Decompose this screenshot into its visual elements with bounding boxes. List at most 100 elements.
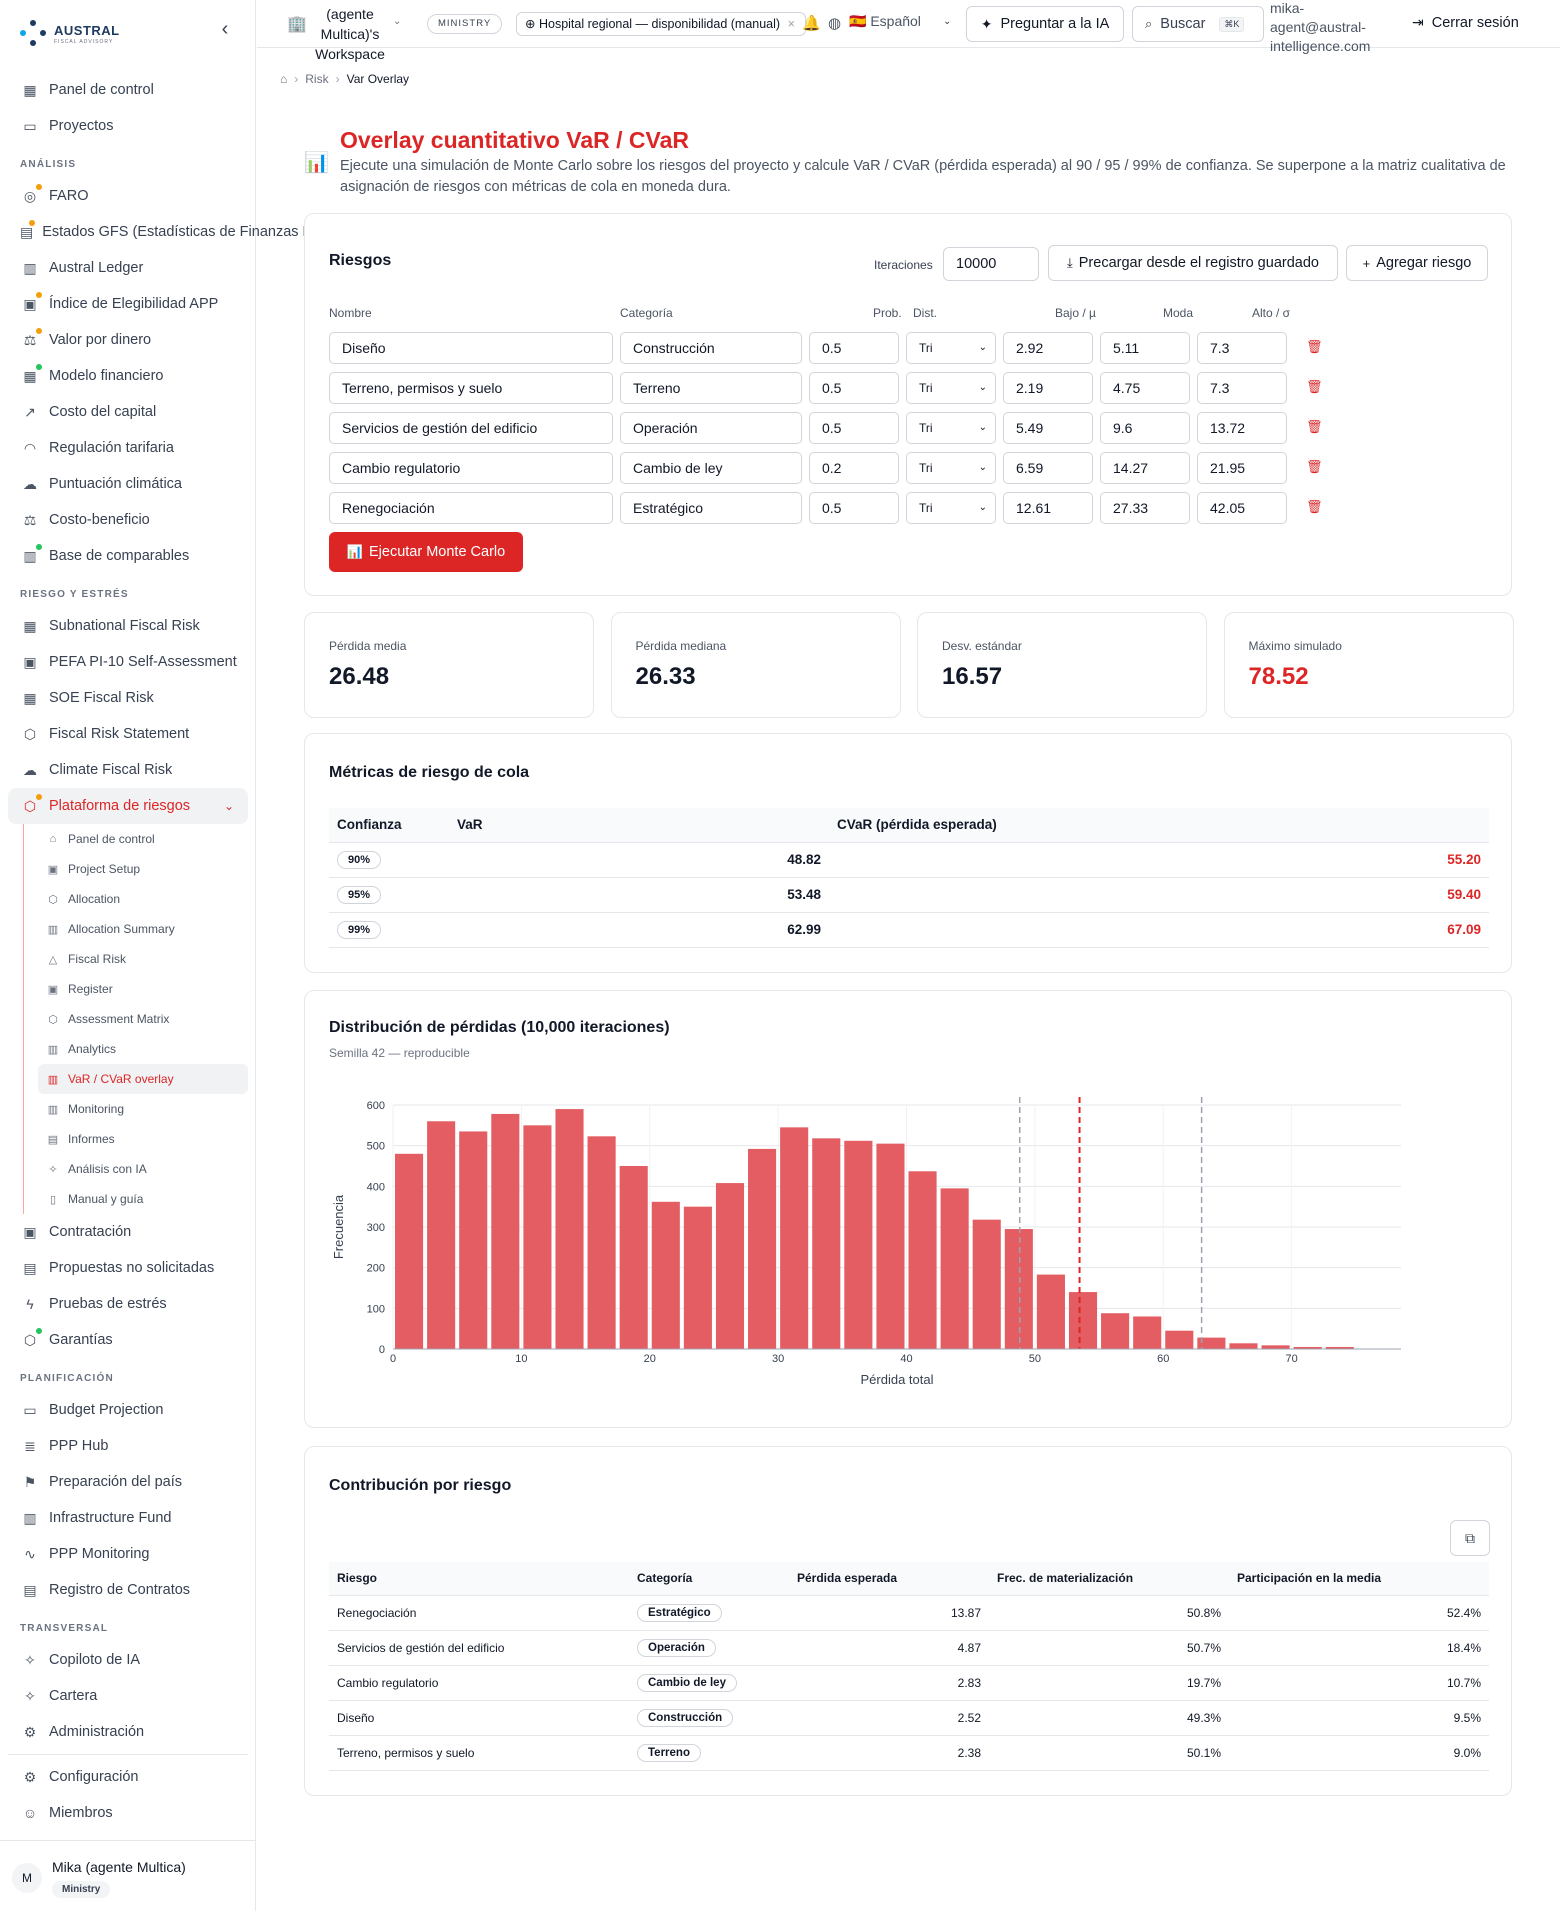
risk-high-input[interactable]: 42.05	[1197, 492, 1287, 524]
ask-ai-button[interactable]: ✦ Preguntar a la IA	[966, 6, 1124, 42]
risk-low-input[interactable]: 5.49	[1003, 412, 1093, 444]
sidebar-item-plataforma-de-riesgos[interactable]: ⬡ Plataforma de riesgos ⌄	[8, 788, 248, 824]
trash-icon[interactable]: 🗑	[1306, 339, 1323, 354]
distribution-select[interactable]: Tri ⌄	[906, 332, 996, 364]
risk-low-input[interactable]: 2.92	[1003, 332, 1093, 364]
sidebar-item-costo-beneficio[interactable]: ⚖ Costo-beneficio	[0, 502, 256, 538]
trash-icon[interactable]: 🗑	[1306, 419, 1323, 434]
sidebar-item-estados-gfs-estadisticas-de-finanzas-publicas[interactable]: ▤ Estados GFS (Estadísticas de Finanzas P…	[0, 214, 362, 250]
sidebar-item-soe-fiscal-risk[interactable]: ▦ SOE Fiscal Risk	[0, 680, 256, 716]
project-selector[interactable]: ⊕ Hospital regional — disponibilidad (ma…	[516, 12, 806, 36]
risk-high-input[interactable]: 7.3	[1197, 372, 1287, 404]
risk-mode-input[interactable]: 27.33	[1100, 492, 1190, 524]
breadcrumb-risk[interactable]: Risk	[305, 72, 329, 86]
risk-mode-input[interactable]: 5.11	[1100, 332, 1190, 364]
subnav-item-panel-de-control[interactable]: ⌂ Panel de control	[38, 824, 256, 854]
subnav-item-manual-y-guia[interactable]: ▯ Manual y guía	[38, 1184, 256, 1214]
sidebar-item-proyectos[interactable]: ▭ Proyectos	[0, 108, 256, 144]
chevron-down-icon[interactable]: ⌄	[978, 462, 987, 473]
risk-category-input[interactable]: Construcción	[620, 332, 802, 364]
sidebar-item-modelo-financiero[interactable]: ▦ Modelo financiero	[0, 358, 256, 394]
subnav-item-register[interactable]: ▣ Register	[38, 974, 256, 1004]
risk-high-input[interactable]: 7.3	[1197, 332, 1287, 364]
sidebar-item-faro[interactable]: ◎ FARO	[0, 178, 256, 214]
distribution-select[interactable]: Tri ⌄	[906, 452, 996, 484]
risk-name-input[interactable]: Terreno, permisos y suelo	[329, 372, 613, 404]
search-button[interactable]: ⌕ Buscar ⌘K	[1132, 6, 1264, 42]
sidebar-item-garantias[interactable]: ⬡ Garantías	[0, 1322, 256, 1358]
sidebar-item-subnational-fiscal-risk[interactable]: ▦ Subnational Fiscal Risk	[0, 608, 256, 644]
distribution-select[interactable]: Tri ⌄	[906, 372, 996, 404]
austral-logo[interactable]: AUSTRAL FISCAL ADVISORY	[20, 18, 120, 48]
run-monte-carlo-button[interactable]: 📊 Ejecutar Monte Carlo	[329, 532, 523, 572]
chevron-down-icon[interactable]: ⌄	[978, 422, 987, 433]
chevron-down-icon[interactable]: ⌄	[978, 342, 987, 353]
bell-icon[interactable]: 🔔	[802, 15, 821, 32]
logout-button[interactable]: ⇥ Cerrar sesión	[1412, 14, 1519, 31]
sidebar-item-regulacion-tarifaria[interactable]: ◠ Regulación tarifaria	[0, 430, 256, 466]
sidebar-item-administracion[interactable]: ⚙ Administración	[0, 1714, 256, 1750]
risk-category-input[interactable]: Terreno	[620, 372, 802, 404]
subnav-item-analytics[interactable]: ▥ Analytics	[38, 1034, 256, 1064]
subnav-item-monitoring[interactable]: ▥ Monitoring	[38, 1094, 256, 1124]
sidebar-item-registro-de-contratos[interactable]: ▤ Registro de Contratos	[0, 1572, 256, 1608]
chevron-down-icon[interactable]: ⌄	[393, 16, 402, 27]
subnav-item-analisis-con-ia[interactable]: ✧ Análisis con IA	[38, 1154, 256, 1184]
copy-icon[interactable]: ⧉	[1450, 1520, 1490, 1556]
chevron-down-icon[interactable]: ⌄	[943, 16, 952, 27]
sidebar-item-pefa-pi-10-self-assessment[interactable]: ▣ PEFA PI-10 Self-Assessment	[0, 644, 256, 680]
sidebar-item-puntuacion-climatica[interactable]: ☁ Puntuación climática	[0, 466, 256, 502]
user-profile[interactable]: M Mika (agente Multica) Ministry	[0, 1840, 256, 1911]
sidebar-item-panel-de-control[interactable]: ▦ Panel de control	[0, 72, 256, 108]
sidebar-item-miembros[interactable]: ☺ Miembros	[0, 1795, 256, 1831]
risk-category-input[interactable]: Operación	[620, 412, 802, 444]
preload-button[interactable]: ⤓ Precargar desde el registro guardado	[1048, 245, 1338, 281]
sidebar-item-costo-del-capital[interactable]: ↗ Costo del capital	[0, 394, 256, 430]
sidebar-item-austral-ledger[interactable]: ▥ Austral Ledger	[0, 250, 256, 286]
chevron-down-icon[interactable]: ⌄	[978, 502, 987, 513]
risk-mode-input[interactable]: 4.75	[1100, 372, 1190, 404]
avatar[interactable]: M	[12, 1863, 42, 1893]
sidebar-item-valor-por-dinero[interactable]: ⚖ Valor por dinero	[0, 322, 256, 358]
risk-name-input[interactable]: Diseño	[329, 332, 613, 364]
sidebar-item-climate-fiscal-risk[interactable]: ☁ Climate Fiscal Risk	[0, 752, 256, 788]
sidebar-item-preparacion-del-pais[interactable]: ⚑ Preparación del país	[0, 1464, 256, 1500]
risk-prob-input[interactable]: 0.2	[809, 452, 899, 484]
subnav-item-informes[interactable]: ▤ Informes	[38, 1124, 256, 1154]
add-risk-button[interactable]: + Agregar riesgo	[1346, 245, 1488, 281]
trash-icon[interactable]: 🗑	[1306, 379, 1323, 394]
risk-prob-input[interactable]: 0.5	[809, 492, 899, 524]
sidebar-item-propuestas-no-solicitadas[interactable]: ▤ Propuestas no solicitadas	[0, 1250, 256, 1286]
iterations-input[interactable]: 10000	[943, 247, 1039, 281]
risk-low-input[interactable]: 12.61	[1003, 492, 1093, 524]
risk-name-input[interactable]: Renegociación	[329, 492, 613, 524]
risk-prob-input[interactable]: 0.5	[809, 332, 899, 364]
sidebar-item-cartera[interactable]: ✧ Cartera	[0, 1678, 256, 1714]
language-selector[interactable]: 🇪🇸 Español	[849, 13, 921, 29]
risk-low-input[interactable]: 2.19	[1003, 372, 1093, 404]
subnav-item-allocation[interactable]: ⬡ Allocation	[38, 884, 256, 914]
risk-prob-input[interactable]: 0.5	[809, 412, 899, 444]
home-icon[interactable]: ⌂	[280, 72, 288, 86]
risk-category-input[interactable]: Estratégico	[620, 492, 802, 524]
sidebar-item-pruebas-de-estres[interactable]: ϟ Pruebas de estrés	[0, 1286, 256, 1322]
chevron-down-icon[interactable]: ⌄	[223, 799, 234, 813]
trash-icon[interactable]: 🗑	[1306, 459, 1323, 474]
distribution-select[interactable]: Tri ⌄	[906, 412, 996, 444]
risk-mode-input[interactable]: 9.6	[1100, 412, 1190, 444]
risk-name-input[interactable]: Cambio regulatorio	[329, 452, 613, 484]
subnav-item-var-cvar-overlay[interactable]: ▥ VaR / CVaR overlay	[38, 1064, 248, 1094]
sidebar-item-fiscal-risk-statement[interactable]: ⬡ Fiscal Risk Statement	[0, 716, 256, 752]
trash-icon[interactable]: 🗑	[1306, 499, 1323, 514]
sidebar-item-budget-projection[interactable]: ▭ Budget Projection	[0, 1392, 256, 1428]
subnav-item-allocation-summary[interactable]: ▥ Allocation Summary	[38, 914, 256, 944]
risk-mode-input[interactable]: 14.27	[1100, 452, 1190, 484]
risk-low-input[interactable]: 6.59	[1003, 452, 1093, 484]
sidebar-item-ppp-monitoring[interactable]: ∿ PPP Monitoring	[0, 1536, 256, 1572]
subnav-item-assessment-matrix[interactable]: ⬡ Assessment Matrix	[38, 1004, 256, 1034]
distribution-select[interactable]: Tri ⌄	[906, 492, 996, 524]
subnav-item-project-setup[interactable]: ▣ Project Setup	[38, 854, 256, 884]
collapse-sidebar-icon[interactable]: ‹	[221, 18, 229, 40]
risk-name-input[interactable]: Servicios de gestión del edificio	[329, 412, 613, 444]
chevron-down-icon[interactable]: ⌄	[978, 382, 987, 393]
